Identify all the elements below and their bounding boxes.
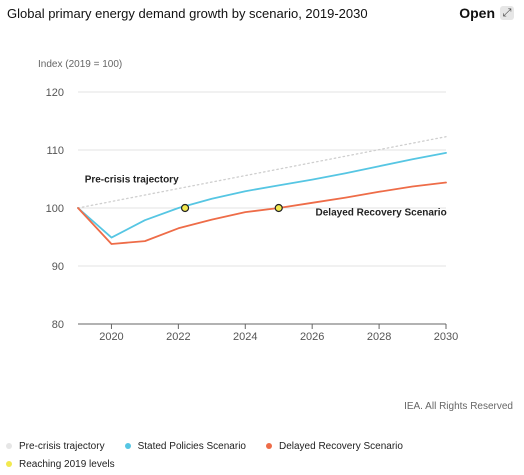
- x-tick-label: 2022: [166, 331, 190, 343]
- legend-label: Reaching 2019 levels: [19, 458, 115, 470]
- series-annotation: Delayed Recovery Scenario: [316, 208, 447, 219]
- legend-item-reaching-2019[interactable]: Reaching 2019 levels: [6, 459, 115, 470]
- y-tick-label: 90: [52, 261, 64, 273]
- legend-marker: [265, 443, 272, 449]
- legend-label: Stated Policies Scenario: [137, 440, 246, 452]
- stated-policies-line: [77, 151, 447, 239]
- open-label: Open: [459, 5, 495, 21]
- line-chart: 80 90 100 110 120 2020 2022 2024 2026 2028 2030 Ind…: [38, 59, 458, 343]
- x-tick-label: 2030: [434, 331, 458, 343]
- y-axis-label: Index (2019 = 100): [38, 59, 122, 70]
- chart-title: Global primary energy demand growth by s…: [7, 6, 368, 21]
- x-tick-label: 2024: [233, 331, 257, 343]
- reaching-2019-marker: [180, 203, 190, 213]
- legend: Pre-crisis trajectory Stated Policies Sc…: [6, 437, 516, 473]
- y-tick-label: 100: [46, 203, 64, 215]
- x-tick-label: 2028: [367, 331, 391, 343]
- y-tick-label: 120: [46, 87, 64, 99]
- legend-item-pre-crisis[interactable]: Pre-crisis trajectory: [6, 441, 105, 452]
- legend-item-delayed-recovery[interactable]: Delayed Recovery Scenario: [265, 440, 403, 452]
- reaching-2019-marker: [274, 203, 283, 213]
- legend-label: Delayed Recovery Scenario: [278, 440, 403, 452]
- legend-label: Pre-crisis trajectory: [19, 440, 105, 452]
- expand-icon: ⤢: [500, 6, 514, 20]
- y-tick-label: 80: [52, 319, 64, 331]
- delayed-recovery-line: [77, 181, 447, 245]
- legend-marker: [6, 461, 12, 467]
- legend-marker: [124, 443, 131, 449]
- y-tick-label: 110: [46, 145, 64, 157]
- credit-text: IEA. All Rights Reserved: [404, 401, 513, 412]
- x-tick-label: 2026: [300, 331, 324, 343]
- open-button[interactable]: Open ⤢: [459, 5, 514, 21]
- x-tick-label: 2020: [99, 331, 123, 343]
- pre-crisis-line: [77, 136, 447, 209]
- series-annotation: Pre-crisis trajectory: [85, 174, 179, 185]
- legend-item-stated-policies[interactable]: Stated Policies Scenario: [124, 440, 246, 452]
- legend-marker: [6, 443, 12, 449]
